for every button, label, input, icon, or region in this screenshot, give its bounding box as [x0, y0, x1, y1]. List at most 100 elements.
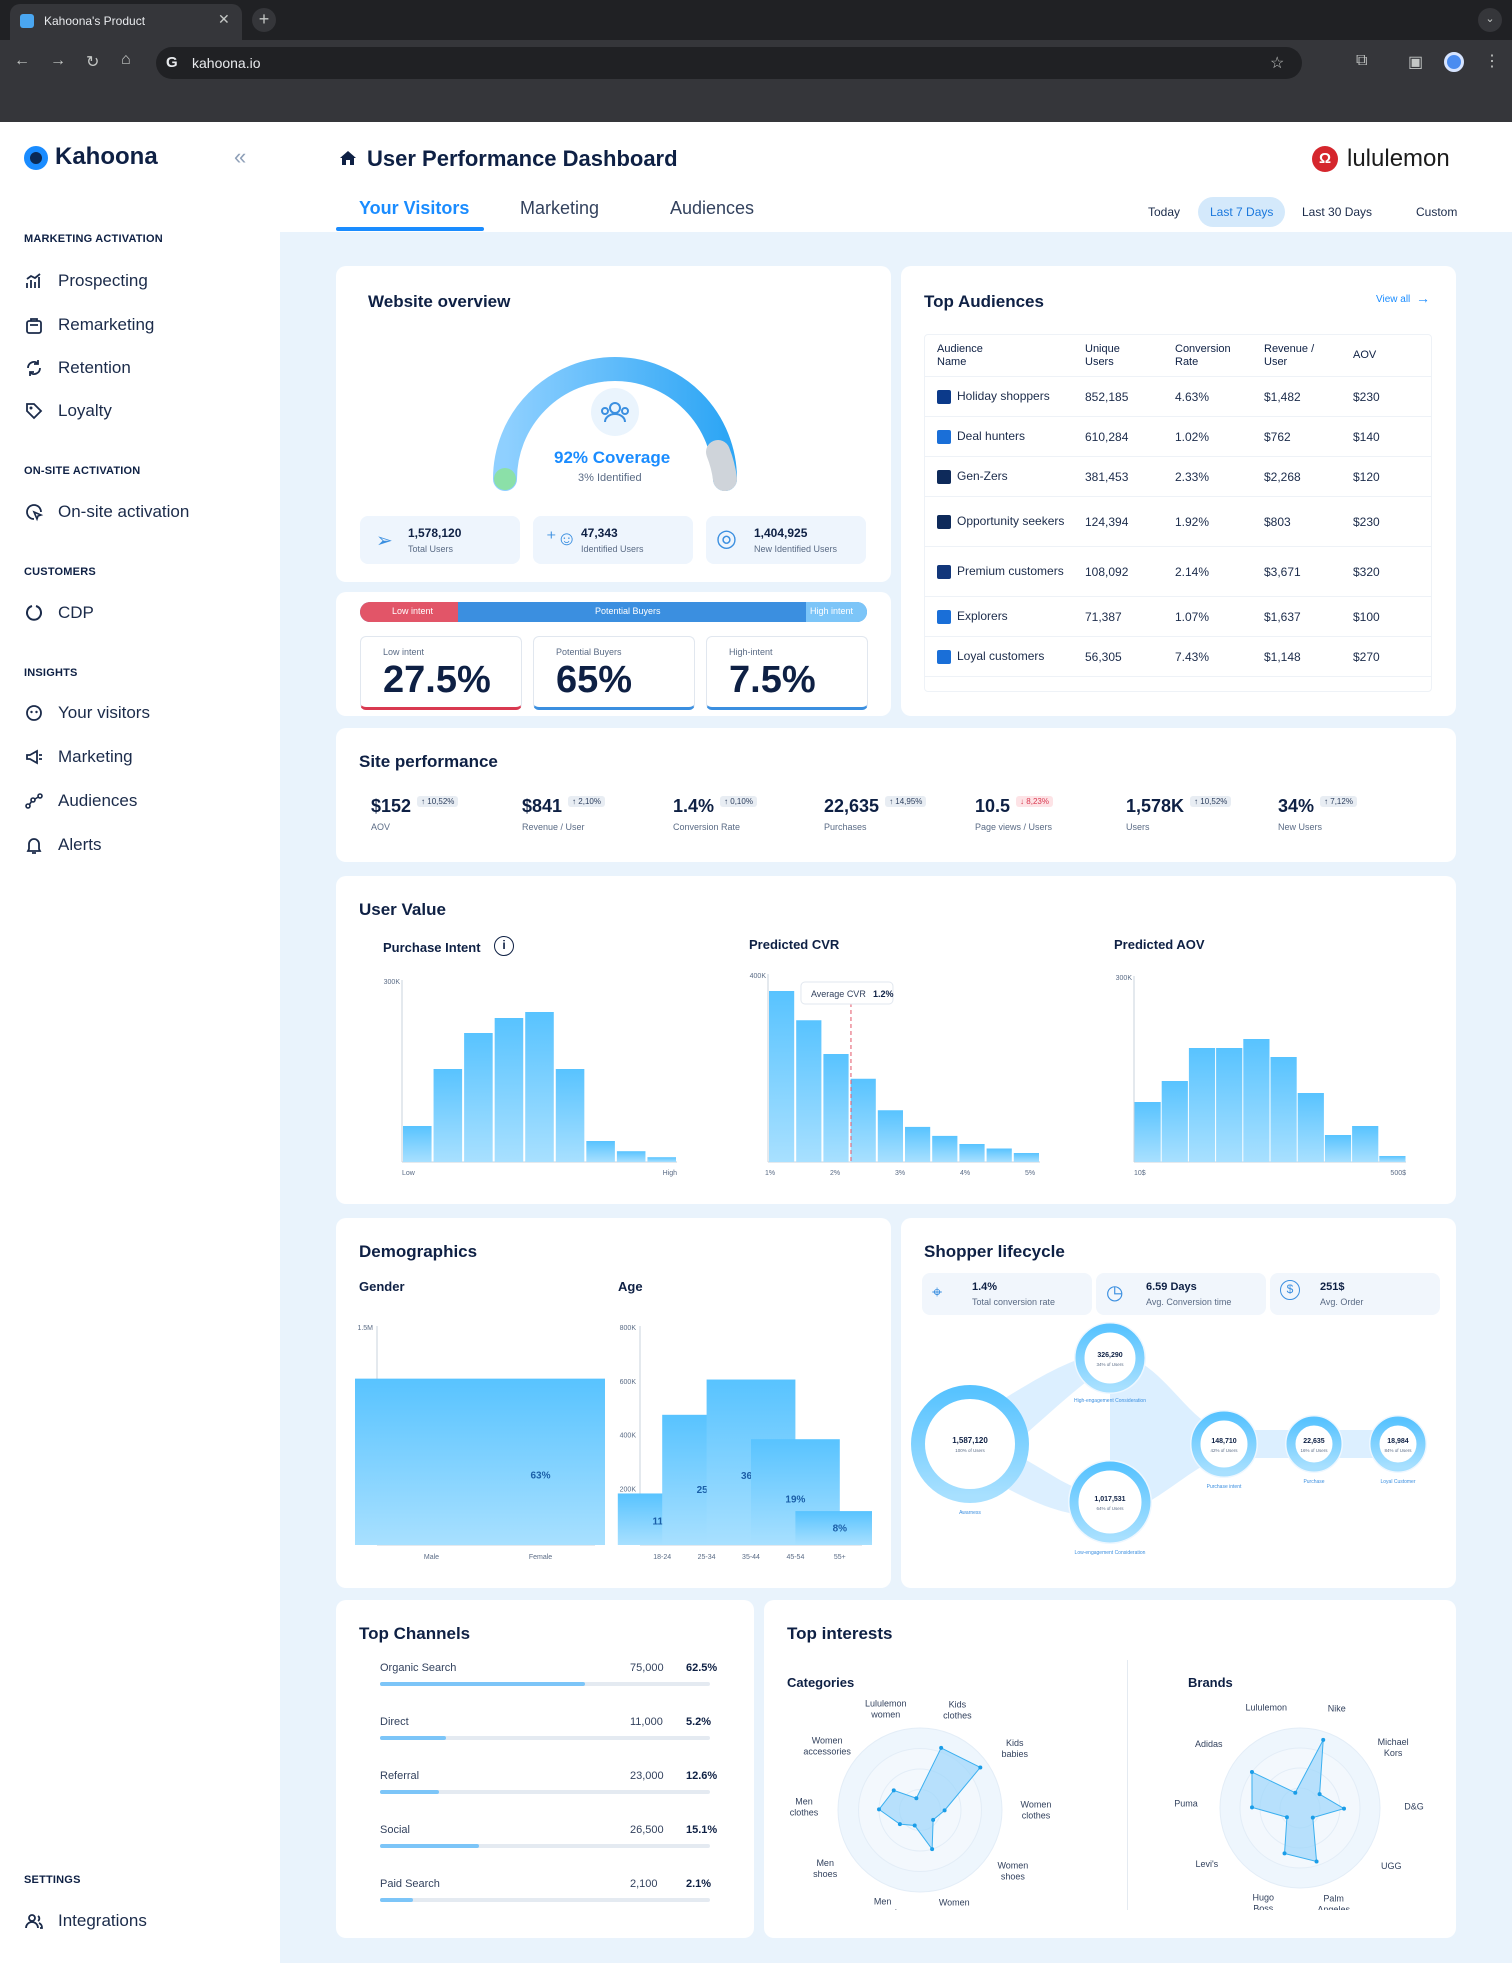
sidebar-item-on-site-activation[interactable]: On-site activation: [24, 499, 189, 525]
node-value: 1,587,120: [952, 1436, 988, 1445]
reload-icon[interactable]: ↻: [86, 54, 100, 71]
lifecycle-node: [1191, 1411, 1257, 1477]
node-value: 326,290: [1097, 1352, 1122, 1359]
sidebar-item-marketing[interactable]: Marketing: [24, 744, 133, 770]
forward-icon[interactable]: →: [50, 52, 66, 69]
sidebar-item-prospecting[interactable]: Prospecting: [24, 268, 148, 294]
back-icon[interactable]: ←: [14, 52, 30, 69]
radar-label: D&G: [1404, 1801, 1424, 1811]
kpi-item: $152 ↑ 10,52%: [371, 796, 459, 817]
kpi-label: Users: [1126, 822, 1150, 832]
extensions-icon[interactable]: ⧉: [1356, 52, 1368, 69]
bar: [986, 1148, 1012, 1162]
tab-your-visitors[interactable]: Your Visitors: [359, 198, 470, 218]
tab-search-button[interactable]: ⌄: [1478, 8, 1502, 32]
kpi-value: $841: [522, 796, 563, 816]
info-icon[interactable]: i: [494, 936, 514, 956]
radar-point: [1317, 1792, 1322, 1797]
sidebar-item-loyalty[interactable]: Loyalty: [24, 398, 112, 424]
radar-point: [939, 1745, 944, 1750]
table-cell: $140: [1353, 429, 1380, 444]
sidebar-item-your-visitors[interactable]: Your visitors: [24, 700, 150, 726]
x-tick-label: 45-54: [786, 1554, 804, 1561]
radar-label: Men clothes: [790, 1797, 819, 1818]
tag-icon: [26, 403, 43, 420]
kpi-value: 10.5: [975, 796, 1011, 816]
menu-kebab-icon[interactable]: ⋮: [1484, 53, 1500, 70]
divider: [1127, 1660, 1128, 1910]
radar-label: Nike: [1328, 1703, 1346, 1713]
radar-point: [978, 1765, 983, 1770]
table-row[interactable]: Opportunity seekers 124,394 1.92% $803 $230: [925, 497, 1431, 547]
cursor-icon: ➢: [376, 530, 393, 552]
channel-name: Organic Search: [380, 1662, 457, 1674]
label-line: Kids: [949, 1700, 967, 1710]
sidebar-item-label: Marketing: [58, 747, 133, 766]
channel-percent: 2.1%: [686, 1878, 712, 1890]
user-value-title: User Value: [359, 900, 446, 919]
radar-point: [1293, 1790, 1298, 1795]
channel-name: Direct: [380, 1716, 409, 1728]
date-filter-today[interactable]: Today: [1148, 205, 1181, 219]
profile-avatar[interactable]: [1444, 52, 1464, 72]
lifecycle-stat-value: 251$: [1320, 1281, 1345, 1293]
label-line: bags: [945, 1908, 965, 1910]
home-icon[interactable]: ⌂: [121, 51, 131, 68]
kpi-item: 10.5 ↓ 8,23%: [975, 796, 1053, 817]
table-cell: 381,453: [1085, 469, 1129, 484]
node-label: Purchase: [1303, 1479, 1324, 1485]
sidebar-item-audiences[interactable]: Audiences: [24, 788, 137, 814]
side-panel-icon[interactable]: ▣: [1408, 54, 1424, 71]
predicted-cvr-chart: 400K 1% 2% 3% 4% 5% Average CVR 1.2%: [750, 973, 1040, 1177]
arrow-right-icon[interactable]: →: [1416, 290, 1430, 306]
radar-label: Womenbags: [939, 1897, 970, 1910]
table-cell: 56,305: [1085, 649, 1122, 664]
browser-tab[interactable]: Kahoona's Product ✕: [10, 4, 242, 40]
refresh-icon: [27, 360, 41, 376]
sidebar-item-alerts[interactable]: Alerts: [24, 832, 101, 858]
section-title-customers: CUSTOMERS: [24, 566, 96, 578]
channel-bar-track: [380, 1736, 710, 1740]
tab-audiences[interactable]: Audiences: [670, 198, 755, 218]
channel-bar-fill: [380, 1790, 440, 1794]
x-tick-label: 35-44: [742, 1554, 760, 1561]
bar: [464, 1033, 493, 1162]
radar-label: Kids clothes: [943, 1700, 972, 1721]
sidebar-item-integrations[interactable]: Integrations: [24, 1908, 147, 1934]
cursor-target-icon: [26, 504, 44, 522]
sidebar-item-cdp[interactable]: CDP: [24, 600, 94, 626]
kpi-label: Conversion Rate: [673, 822, 741, 832]
tab-marketing[interactable]: Marketing: [520, 198, 600, 218]
kpi-value: 22,635: [824, 796, 880, 816]
bar: [616, 1151, 646, 1162]
top-interests-title: Top interests: [787, 1624, 893, 1643]
new-tab-button[interactable]: +: [252, 8, 276, 32]
table-row[interactable]: Premium customers 108,092 2.14% $3,671 $320: [925, 547, 1431, 597]
channel-bar-track: [380, 1682, 710, 1686]
node-sub: 42% of Users: [1210, 1448, 1238, 1453]
date-filter-last-30-days[interactable]: Last 30 Days: [1302, 205, 1373, 219]
table-row[interactable]: Loyal customers 56,305 7.43% $1,148 $270: [925, 637, 1431, 677]
kpi-item: 22,635 ↑ 14,95%: [824, 796, 927, 817]
bookmark-star-icon[interactable]: ☆: [1270, 55, 1285, 72]
address-bar[interactable]: G kahoona.io ☆: [156, 47, 1302, 79]
table-row[interactable]: Deal hunters 610,284 1.02% $762 $140: [925, 417, 1431, 457]
radar-label: Women accessories: [803, 1736, 851, 1757]
close-tab-icon[interactable]: ✕: [218, 11, 230, 27]
collapse-sidebar-icon[interactable]: «: [234, 144, 247, 169]
y-tick-label: 400K: [620, 1433, 637, 1440]
table-row[interactable]: Gen-Zers 381,453 2.33% $2,268 $120: [925, 457, 1431, 497]
view-all-link[interactable]: View all: [1376, 294, 1411, 305]
table-row[interactable]: Explorers 71,387 1.07% $1,637 $100: [925, 597, 1431, 637]
users-group-icon: [601, 402, 629, 423]
sidebar-item-remarketing[interactable]: Remarketing: [24, 312, 154, 338]
date-filter-custom[interactable]: Custom: [1416, 205, 1458, 219]
table-row[interactable]: Holiday shoppers 852,185 4.63% $1,482 $230: [925, 377, 1431, 417]
x-tick-label: 25-34: [698, 1554, 716, 1561]
node-value: 1,017,531: [1094, 1496, 1125, 1503]
radar-point: [1250, 1805, 1255, 1810]
radar-label: Women clothes: [1021, 1799, 1052, 1820]
date-filter-last-7-days[interactable]: Last 7 Days: [1198, 197, 1286, 227]
sidebar-item-retention[interactable]: Retention: [24, 355, 131, 381]
table-cell: $803: [1264, 514, 1291, 529]
